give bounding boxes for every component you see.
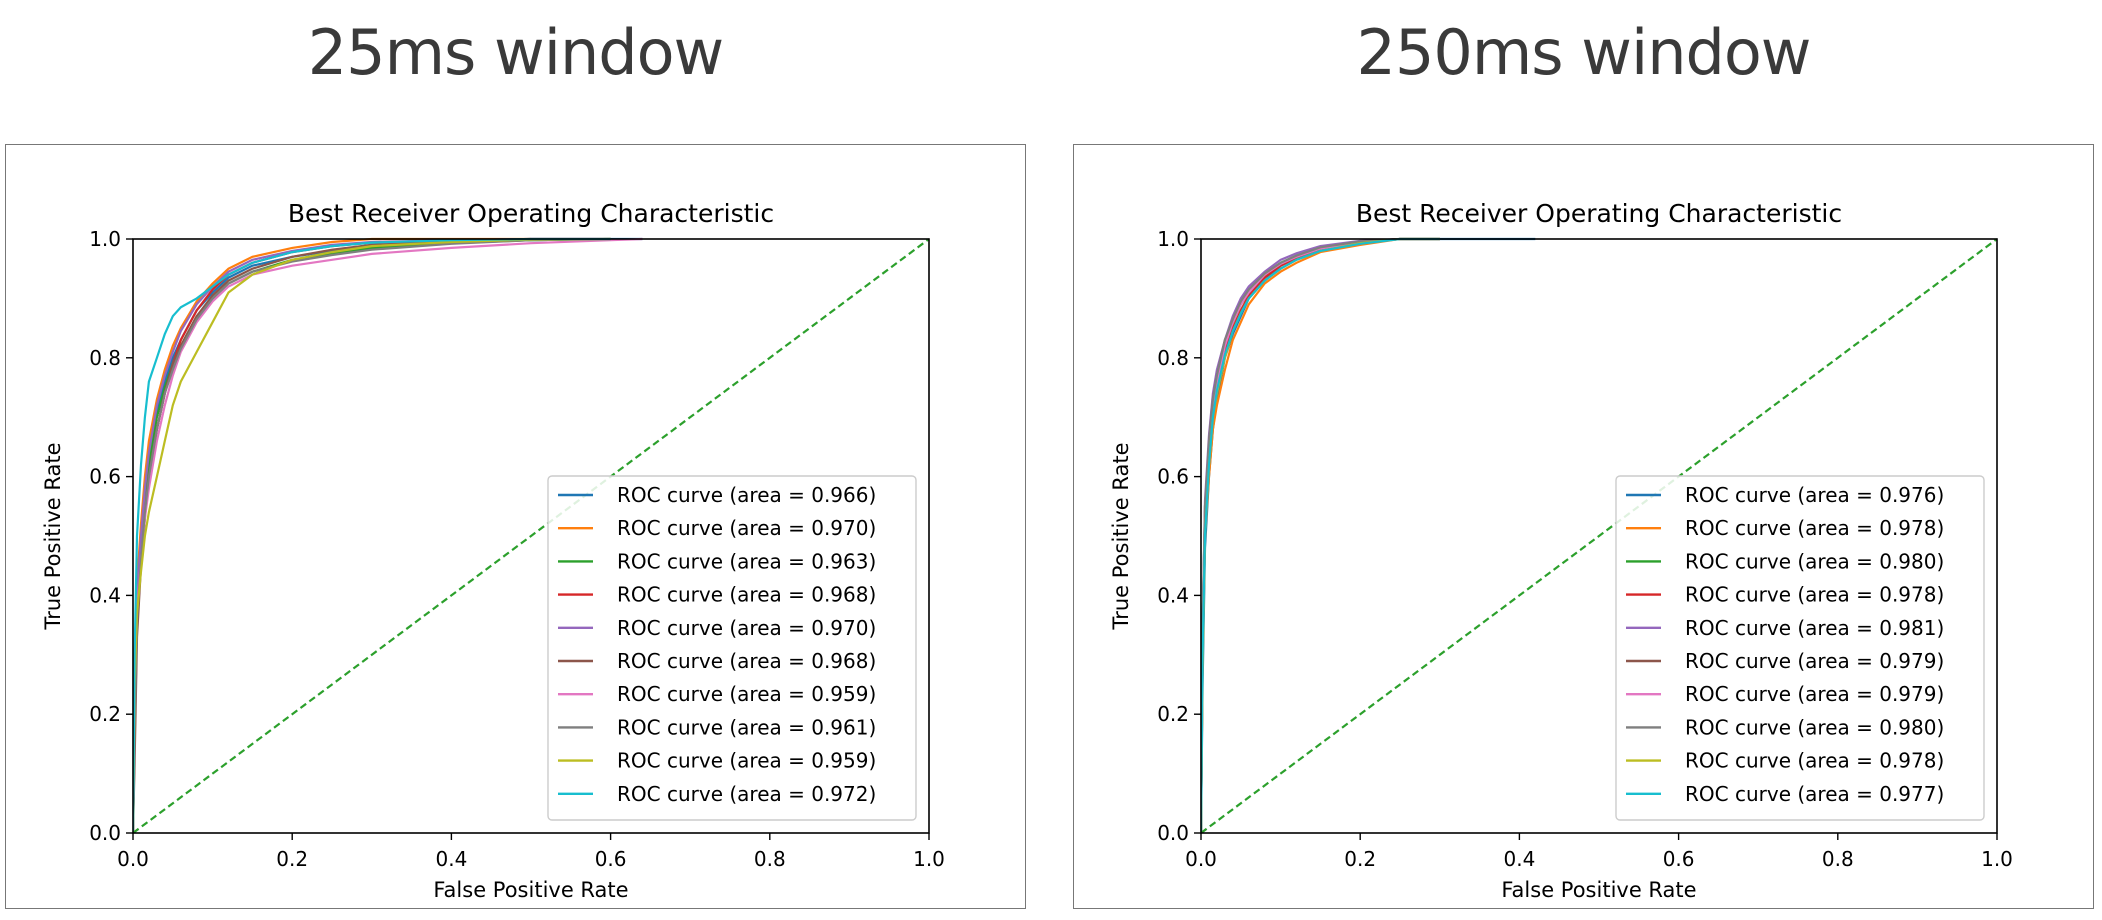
legend-label: ROC curve (area = 0.977) (1685, 782, 1944, 806)
y-tick-label: 0.2 (89, 702, 121, 726)
y-tick-label: 1.0 (89, 227, 121, 251)
series-group (133, 237, 930, 834)
roc-series-line-9 (133, 237, 611, 834)
x-tick-label: 0.6 (1663, 847, 1695, 871)
x-tick-label: 1.0 (1981, 847, 2013, 871)
y-axis-label: True Positive Rate (1109, 442, 1133, 630)
x-axis-label: False Positive Rate (433, 878, 628, 902)
y-axis-label: True Positive Rate (41, 442, 65, 630)
legend-label: ROC curve (area = 0.978) (1685, 583, 1944, 607)
legend-label: ROC curve (area = 0.978) (1685, 749, 1944, 773)
legend: ROC curve (area = 0.966) ROC curve (area … (547, 475, 917, 821)
series-group (1201, 237, 1998, 834)
legend-label: ROC curve (area = 0.968) (617, 583, 876, 607)
x-tick-label: 0.6 (595, 847, 627, 871)
legend-label: ROC curve (area = 0.980) (1685, 549, 1944, 573)
y-tick-label: 0.0 (89, 821, 121, 845)
legend-label: ROC curve (area = 0.970) (617, 516, 876, 540)
x-tick-label: 0.8 (754, 847, 786, 871)
legend-label: ROC curve (area = 0.980) (1685, 715, 1944, 739)
chance-diagonal-line (1201, 238, 1998, 834)
roc-chart-right: Best Receiver Operating Characteristic 0.… (1109, 199, 2013, 902)
x-tick-label: 0.4 (435, 847, 467, 871)
legend: ROC curve (area = 0.976) ROC curve (area … (1615, 475, 1985, 821)
legend-label: ROC curve (area = 0.959) (617, 749, 876, 773)
roc-series-line-6 (133, 237, 611, 834)
x-tick-label: 0.0 (117, 847, 149, 871)
y-tick-label: 0.0 (1157, 821, 1189, 845)
roc-series-line-3 (133, 237, 611, 834)
plot-frame (132, 238, 930, 834)
y-tick-label: 0.8 (1157, 346, 1189, 370)
roc-series-line-5 (133, 237, 611, 834)
x-axis-label: False Positive Rate (1501, 878, 1696, 902)
legend-label: ROC curve (area = 0.970) (617, 616, 876, 640)
legend-label: ROC curve (area = 0.978) (1685, 516, 1944, 540)
y-tick-label: 0.6 (89, 465, 121, 489)
y-tick-label: 0.2 (1157, 702, 1189, 726)
x-tick-label: 0.4 (1503, 847, 1535, 871)
y-tick-label: 0.4 (89, 583, 121, 607)
x-tick-label: 0.0 (1185, 847, 1217, 871)
roc-series-line-10 (1201, 237, 1440, 834)
chart-panel-left: Best Receiver Operating Characteristic 0.… (5, 144, 1026, 909)
plot-frame (1200, 238, 1998, 834)
chart-title: Best Receiver Operating Characteristic (288, 199, 774, 228)
roc-series-line-4 (133, 237, 611, 834)
legend-label: ROC curve (area = 0.979) (1685, 649, 1944, 673)
legend-box (1615, 475, 1985, 821)
chance-diagonal-line (133, 238, 930, 834)
panel-title-right: 250ms window (1356, 16, 1812, 89)
legend-label: ROC curve (area = 0.963) (617, 549, 876, 573)
legend-label: ROC curve (area = 0.981) (1685, 616, 1944, 640)
legend-label: ROC curve (area = 0.976) (1685, 483, 1944, 507)
chart-panel-right: Best Receiver Operating Characteristic 0.… (1073, 144, 2094, 909)
roc-series-line-1 (1201, 237, 1536, 834)
roc-series-line-10 (133, 237, 611, 834)
x-tick-label: 0.2 (276, 847, 308, 871)
x-tick-label: 0.2 (1344, 847, 1376, 871)
legend-label: ROC curve (area = 0.959) (617, 682, 876, 706)
roc-series-line-8 (133, 237, 611, 834)
legend-label: ROC curve (area = 0.961) (617, 715, 876, 739)
chart-title: Best Receiver Operating Characteristic (1356, 199, 1842, 228)
y-tick-label: 1.0 (1157, 227, 1189, 251)
roc-chart-left: Best Receiver Operating Characteristic 0.… (41, 199, 945, 902)
legend-label: ROC curve (area = 0.968) (617, 649, 876, 673)
legend-label: ROC curve (area = 0.979) (1685, 682, 1944, 706)
legend-box (547, 475, 917, 821)
panel-title-left: 25ms window (307, 16, 725, 89)
legend-label: ROC curve (area = 0.972) (617, 782, 876, 806)
roc-series-line-8 (1201, 237, 1440, 834)
x-tick-label: 1.0 (913, 847, 945, 871)
legend-label: ROC curve (area = 0.966) (617, 483, 876, 507)
y-tick-label: 0.4 (1157, 583, 1189, 607)
y-tick-label: 0.8 (89, 346, 121, 370)
y-tick-label: 0.6 (1157, 465, 1189, 489)
x-tick-label: 0.8 (1822, 847, 1854, 871)
